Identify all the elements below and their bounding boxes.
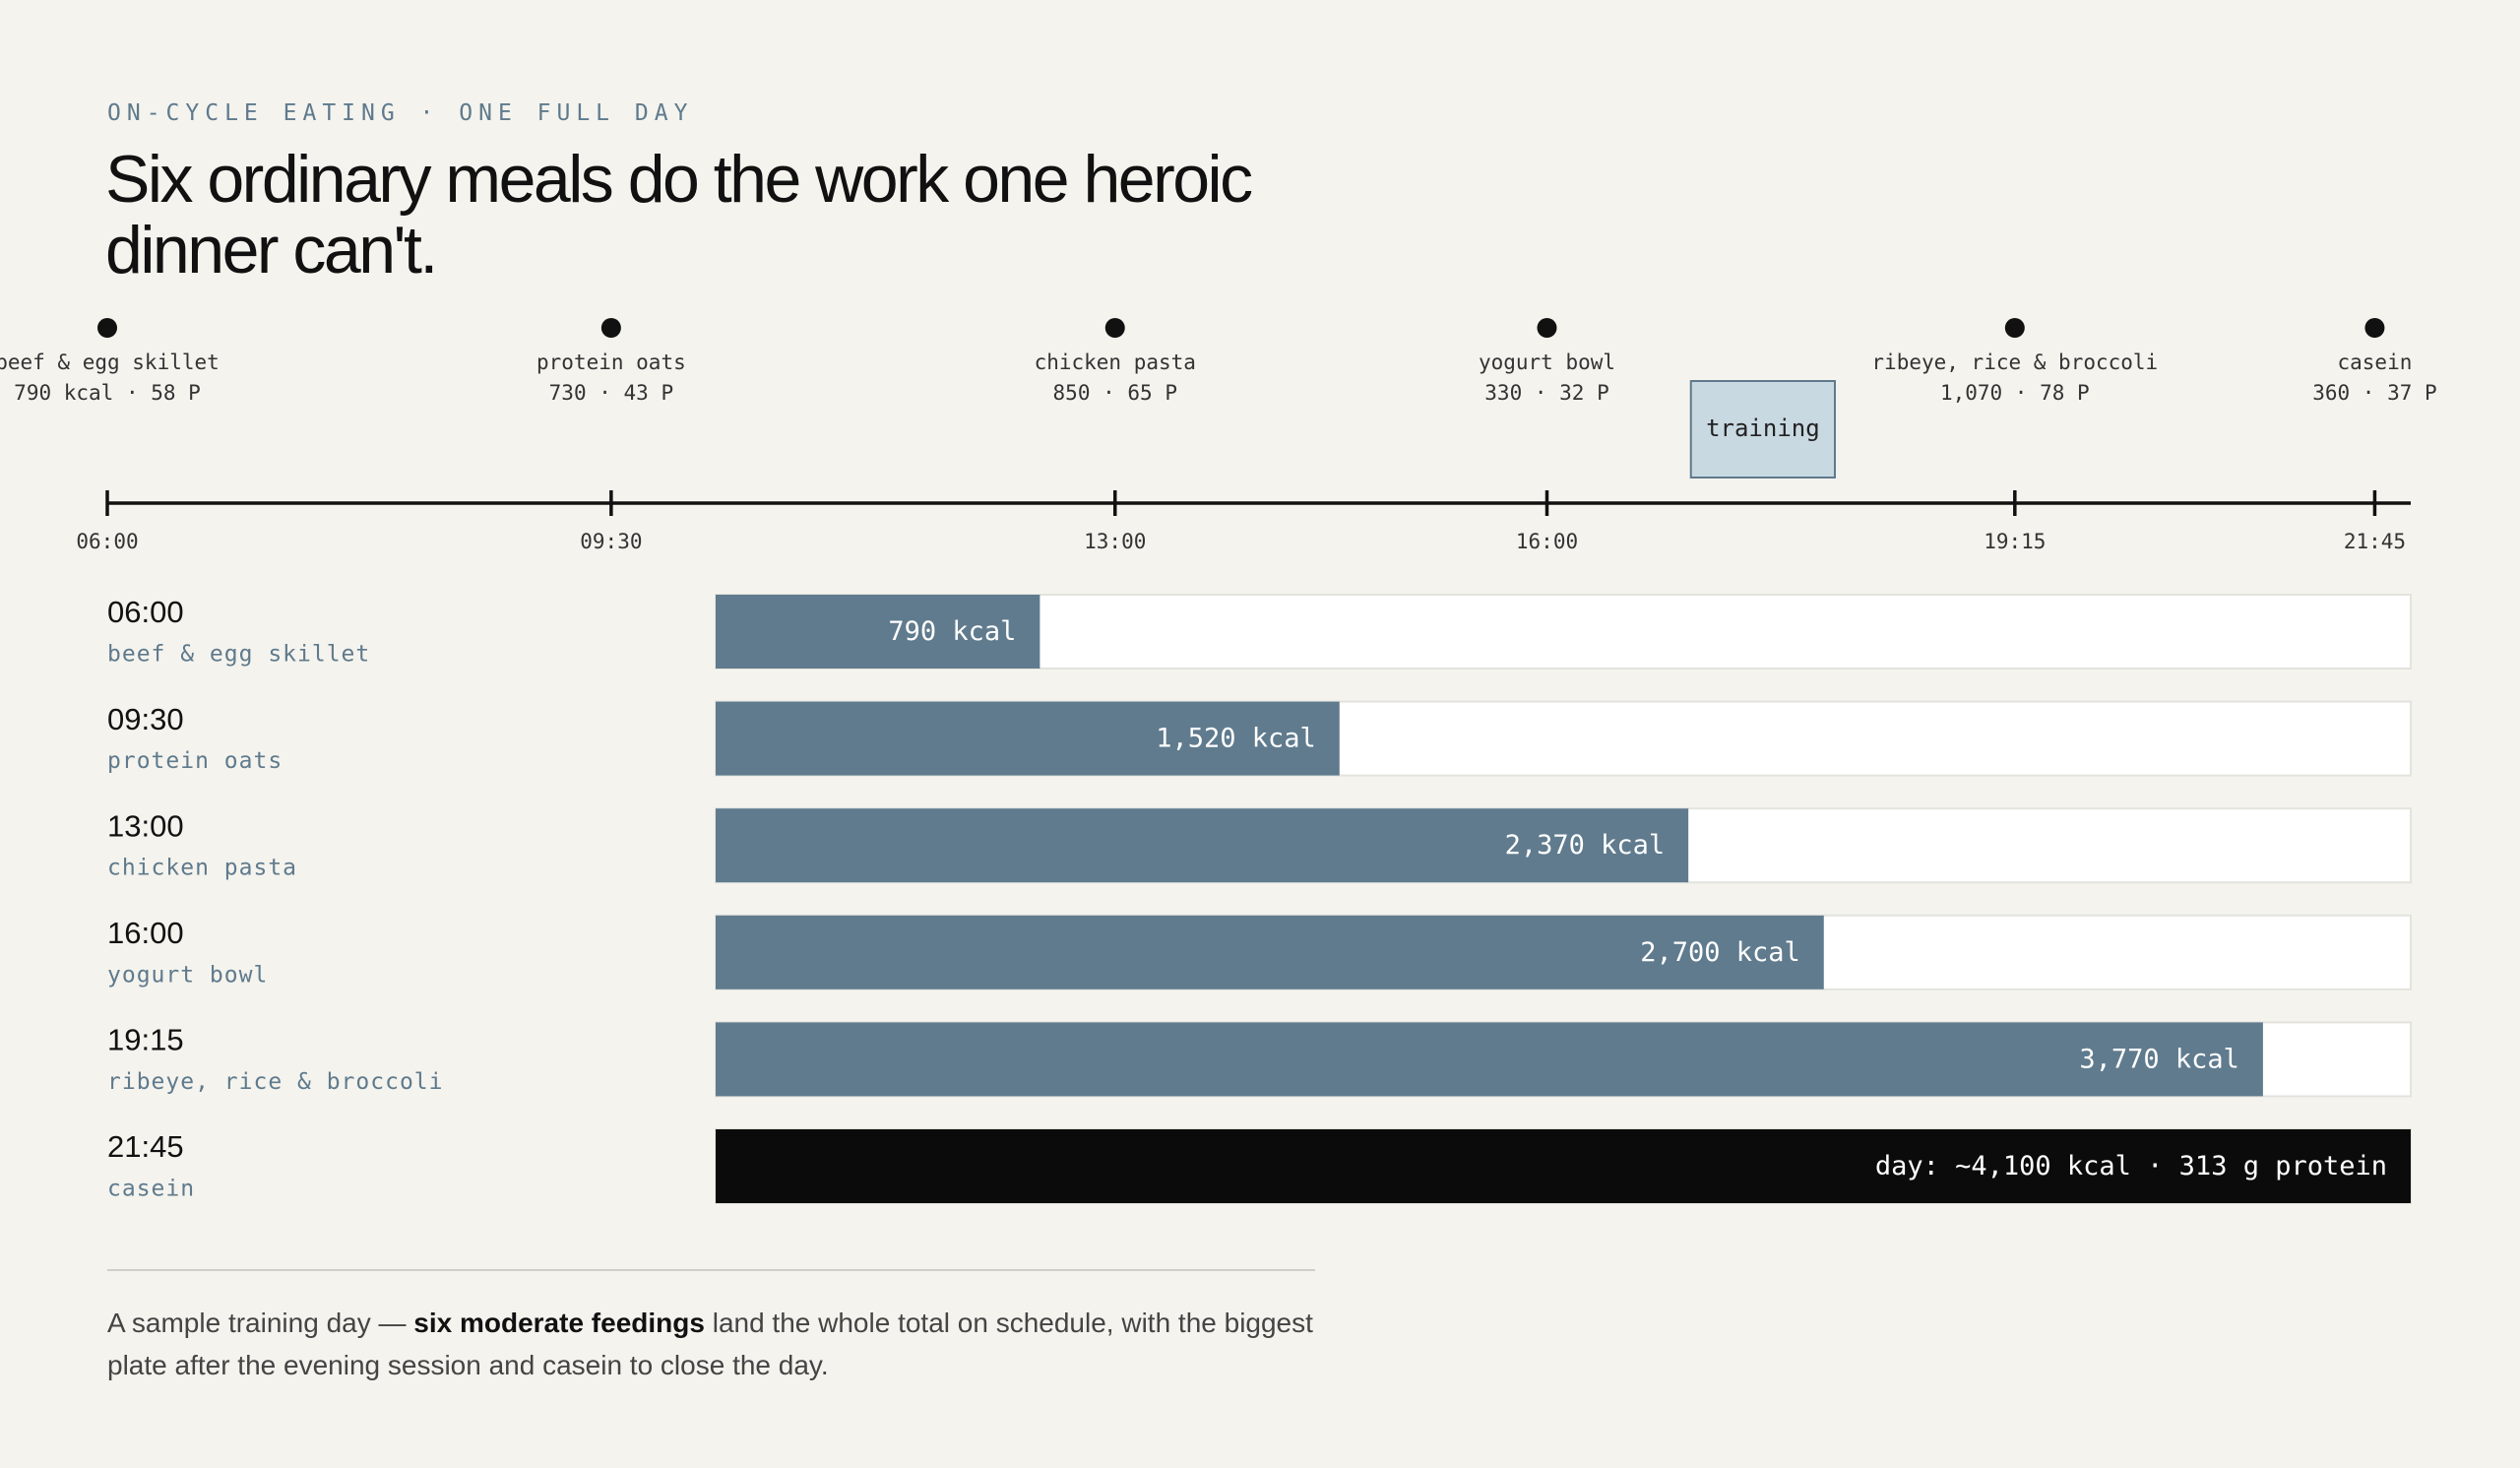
row-meal: yogurt bowl	[107, 962, 268, 988]
training-label: training	[1706, 415, 1820, 442]
row-meal: chicken pasta	[107, 856, 297, 881]
bar	[716, 808, 1689, 883]
meal-detail: 730 · 43 P	[549, 381, 673, 405]
row-time: 13:00	[107, 808, 184, 843]
row-time: 19:15	[107, 1023, 184, 1057]
note-text: land the whole total on schedule, with t…	[107, 1308, 1313, 1380]
note-text: A sample training day —	[107, 1308, 414, 1338]
row-time: 06:00	[107, 595, 184, 629]
note-emphasis: six moderate feedings	[413, 1308, 705, 1338]
meal-detail: 330 · 32 P	[1484, 381, 1608, 405]
meal-dot	[2004, 318, 2025, 338]
meal-dot	[97, 318, 117, 338]
x-tick-label: 06:00	[76, 530, 138, 553]
meal-detail: 790 kcal · 58 P	[14, 381, 201, 405]
meal-dot	[600, 318, 621, 338]
meal-dot	[1104, 318, 1125, 338]
bar-label: 2,700 kcal	[1640, 937, 1800, 968]
bar-label: 2,370 kcal	[1505, 830, 1666, 861]
x-tick-label: 21:45	[2344, 530, 2406, 553]
bar	[716, 1022, 2263, 1097]
bar	[716, 1129, 2411, 1203]
bar	[716, 595, 1040, 669]
meal-detail: 1,070 · 78 P	[1940, 381, 2090, 405]
meal-name: beef & egg skillet	[0, 351, 220, 374]
meal-detail: 360 · 37 P	[2312, 381, 2436, 405]
chart-title: Six ordinary meals do the work one heroi…	[105, 142, 1253, 287]
row-time: 16:00	[107, 916, 184, 950]
x-tick-label: 13:00	[1084, 530, 1146, 553]
row-meal: casein	[107, 1177, 195, 1202]
x-tick-label: 19:15	[1984, 530, 2046, 553]
meal-name: ribeye, rice & broccoli	[1871, 351, 2158, 374]
meal-detail: 850 · 65 P	[1053, 381, 1177, 405]
meal-dot	[1537, 318, 1557, 338]
row-meal: beef & egg skillet	[107, 642, 370, 668]
row-meal: protein oats	[107, 748, 283, 774]
row-meal: ribeye, rice & broccoli	[107, 1069, 444, 1095]
row-time: 21:45	[107, 1129, 184, 1164]
bar-label: day: ~4,100 kcal · 313 g protein	[1875, 1151, 2387, 1181]
bar	[716, 915, 1824, 989]
eyebrow: ON-CYCLE EATING · ONE FULL DAY	[107, 100, 694, 126]
bar	[716, 701, 1340, 776]
meal-dot	[2364, 318, 2385, 338]
x-tick-label: 16:00	[1516, 530, 1578, 553]
meal-name: chicken pasta	[1035, 351, 1196, 374]
bar-label: 3,770 kcal	[2079, 1044, 2239, 1074]
x-tick-label: 09:30	[580, 530, 642, 553]
meal-name: yogurt bowl	[1479, 351, 1615, 374]
row-time: 09:30	[107, 702, 184, 736]
meal-name: protein oats	[536, 351, 686, 374]
bar-label: 1,520 kcal	[1156, 724, 1316, 754]
footnote: A sample training day — six moderate fee…	[107, 1302, 1328, 1386]
meal-name: casein	[2338, 351, 2413, 374]
training-block	[1689, 380, 1836, 479]
bar-label: 790 kcal	[888, 616, 1016, 647]
